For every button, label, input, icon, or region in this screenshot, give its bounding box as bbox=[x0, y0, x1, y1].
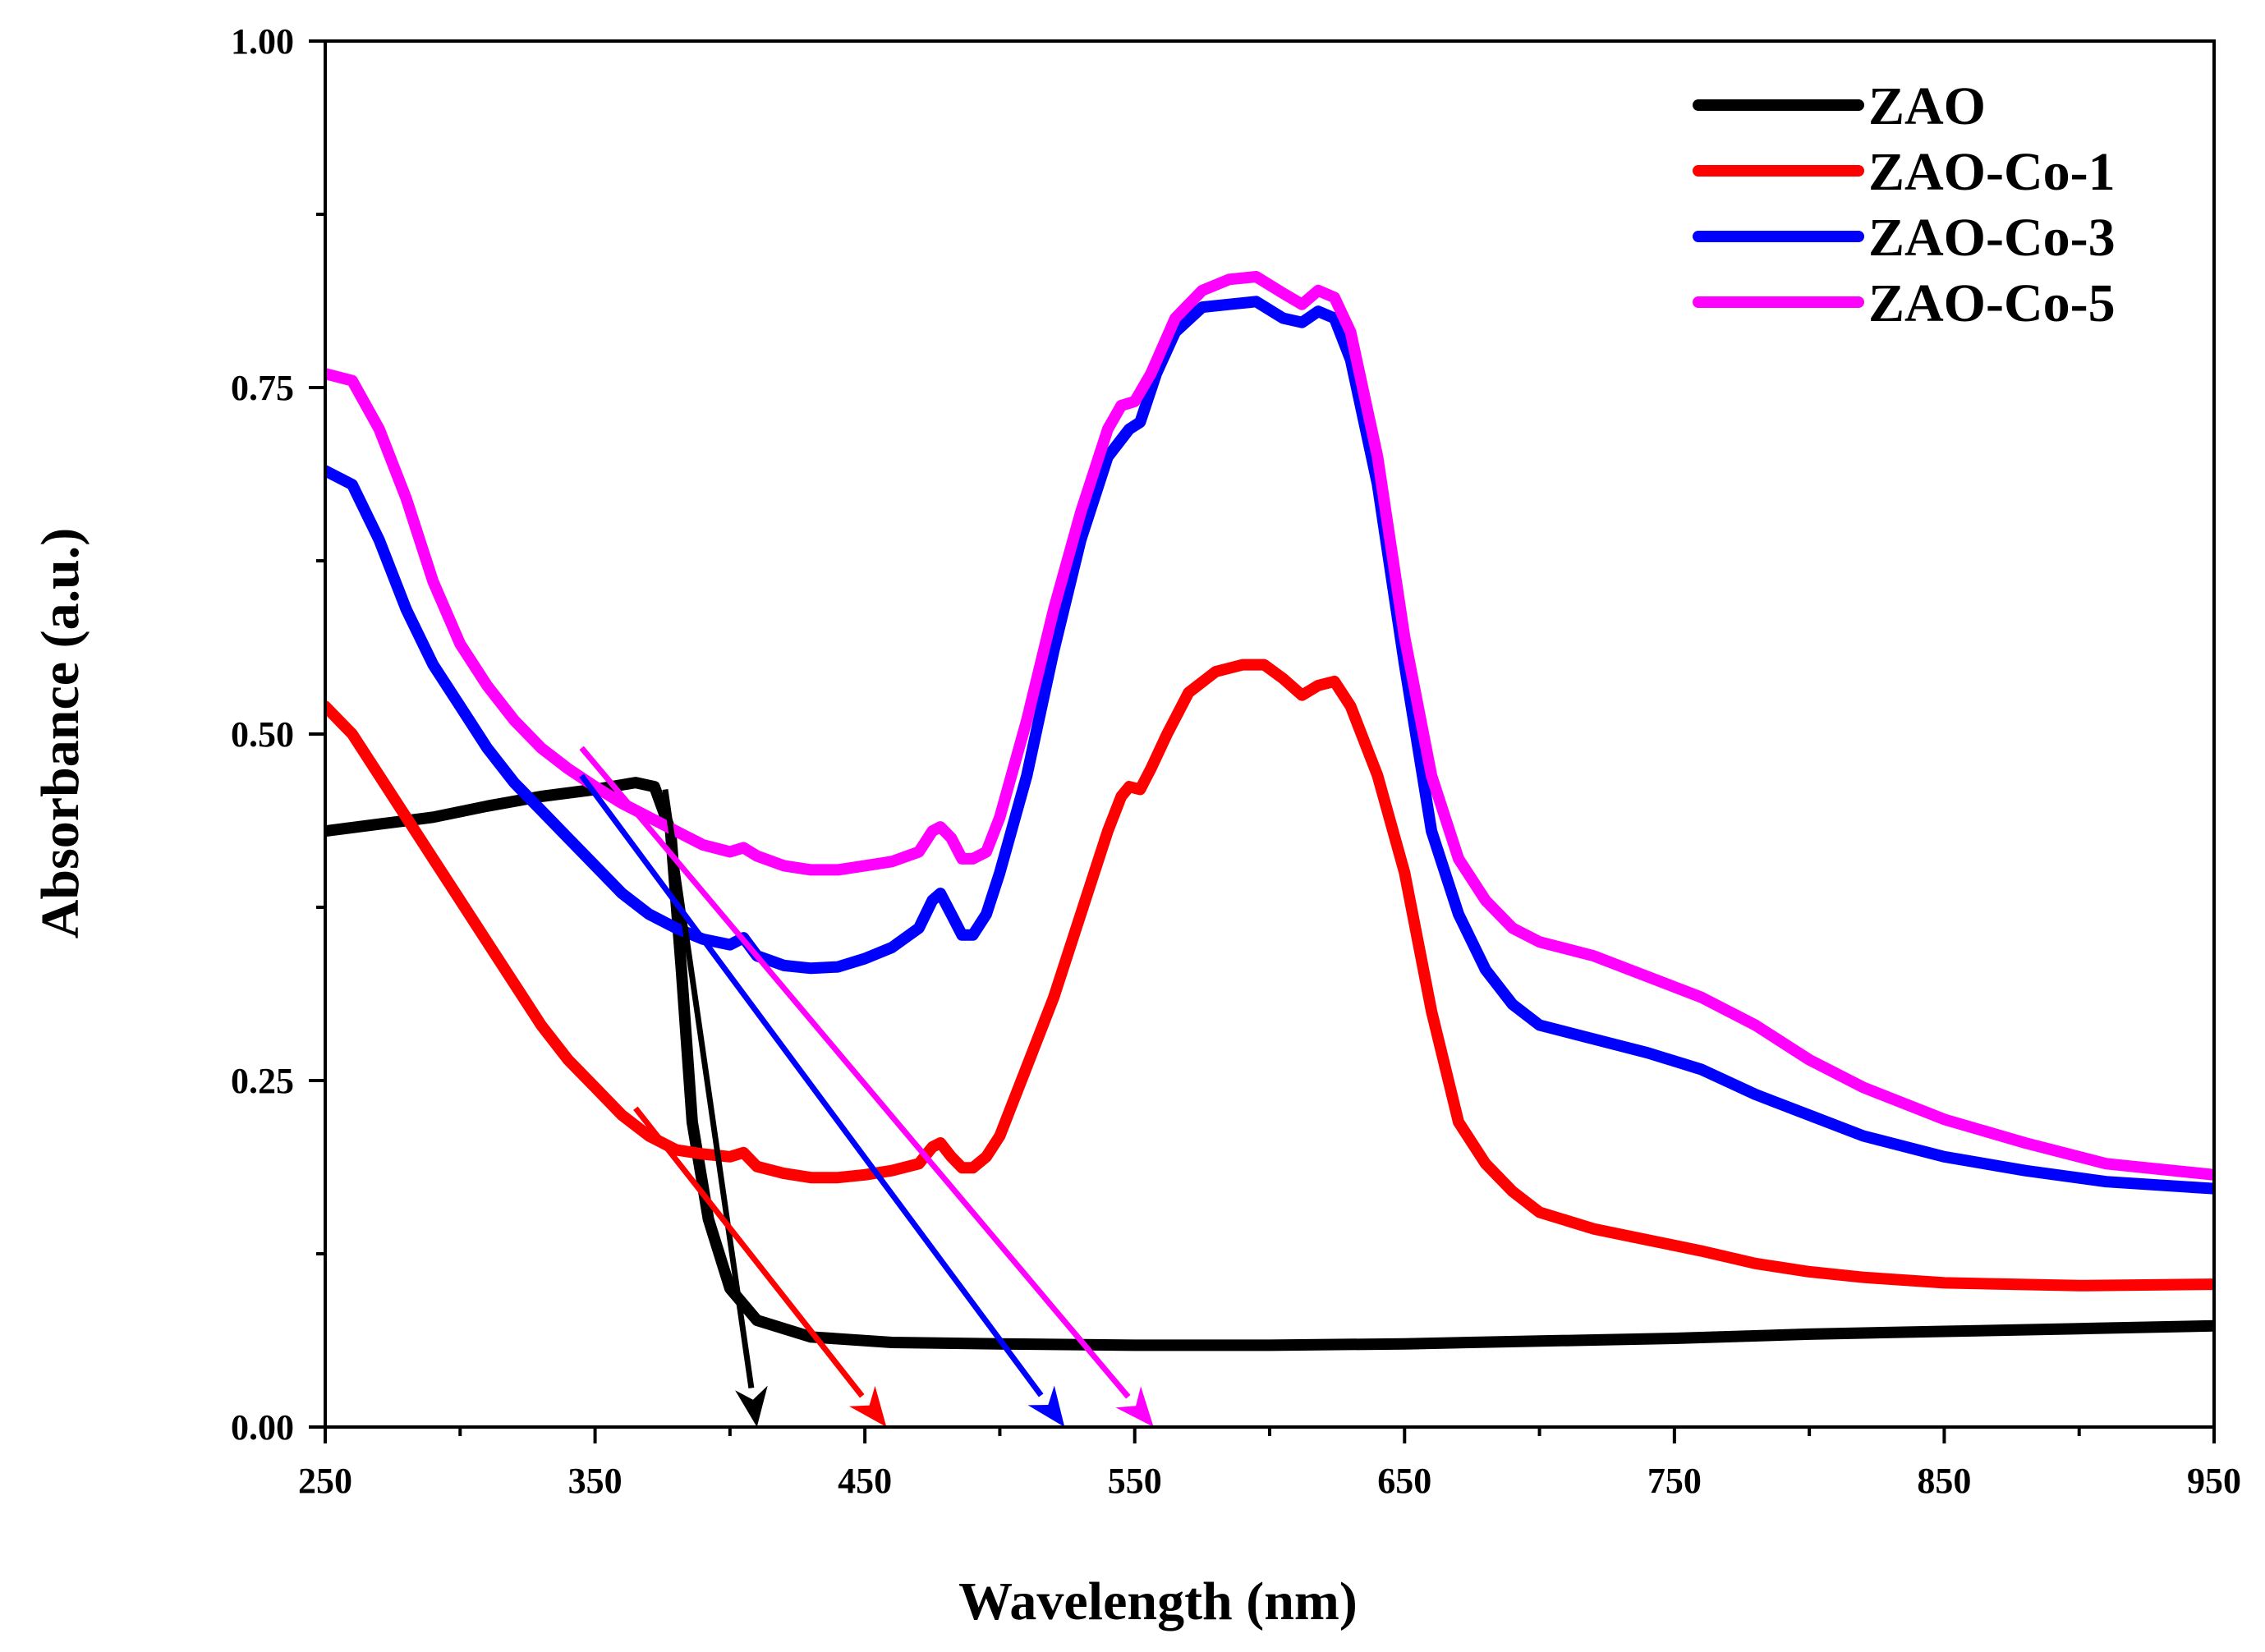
axis-ticks: 250 350 450 550 650 750 850 950 0.00 0.25 0.50 0.75… bbox=[231, 21, 2241, 1501]
series-line-zao bbox=[325, 777, 2214, 1351]
legend-label-zao-co-3: ZAO-Co-3 bbox=[1868, 208, 2116, 268]
x-tick-label-350: 350 bbox=[568, 1461, 623, 1501]
x-axis-title: Wavelength (nm) bbox=[958, 1572, 1358, 1631]
arrow-zao-co-3 bbox=[579, 773, 1065, 1427]
arrow-head-zao-co-5 bbox=[1115, 1386, 1154, 1427]
legend-label-zao-co-1: ZAO-Co-1 bbox=[1868, 142, 2116, 202]
arrow-shaft-zao bbox=[662, 789, 755, 1388]
series-line-zao-co-5 bbox=[325, 271, 2214, 1181]
series-line-zao-co-3 bbox=[325, 296, 2214, 1195]
arrow-zao-co-1 bbox=[633, 1106, 887, 1427]
arrow-shaft-zao-co-5 bbox=[579, 746, 1131, 1399]
series-layer bbox=[325, 271, 2214, 1351]
y-tick-label-0: 0.00 bbox=[231, 1407, 294, 1448]
y-tick-label-0.5: 0.50 bbox=[231, 714, 294, 755]
x-tick-label-850: 850 bbox=[1917, 1461, 1971, 1501]
x-tick-label-450: 450 bbox=[838, 1461, 892, 1501]
legend-label-zao-co-5: ZAO-Co-5 bbox=[1868, 273, 2116, 333]
arrow-zao-co-5 bbox=[579, 746, 1154, 1427]
x-tick-label-650: 650 bbox=[1377, 1461, 1431, 1501]
arrow-zao bbox=[662, 789, 768, 1427]
arrow-head-zao-co-1 bbox=[849, 1385, 887, 1427]
arrow-shaft-zao-co-3 bbox=[579, 773, 1044, 1397]
arrow-shaft-zao-co-1 bbox=[633, 1106, 865, 1398]
legend-label-zao: ZAO bbox=[1868, 76, 1986, 136]
x-tick-label-950: 950 bbox=[2187, 1461, 2241, 1501]
arrow-head-zao-co-3 bbox=[1027, 1385, 1065, 1427]
x-tick-label-250: 250 bbox=[298, 1461, 352, 1501]
x-tick-label-750: 750 bbox=[1647, 1461, 1702, 1501]
y-tick-label-1: 1.00 bbox=[231, 21, 294, 62]
extrapolation-arrows bbox=[579, 746, 1154, 1427]
series-line-zao-co-1 bbox=[325, 659, 2214, 1292]
y-tick-label-0.25: 0.25 bbox=[231, 1061, 294, 1101]
x-tick-label-550: 550 bbox=[1108, 1461, 1162, 1501]
arrow-head-zao bbox=[735, 1385, 768, 1427]
y-tick-label-0.75: 0.75 bbox=[231, 368, 294, 408]
y-axis-title: Absorbance (a.u.) bbox=[30, 528, 90, 939]
